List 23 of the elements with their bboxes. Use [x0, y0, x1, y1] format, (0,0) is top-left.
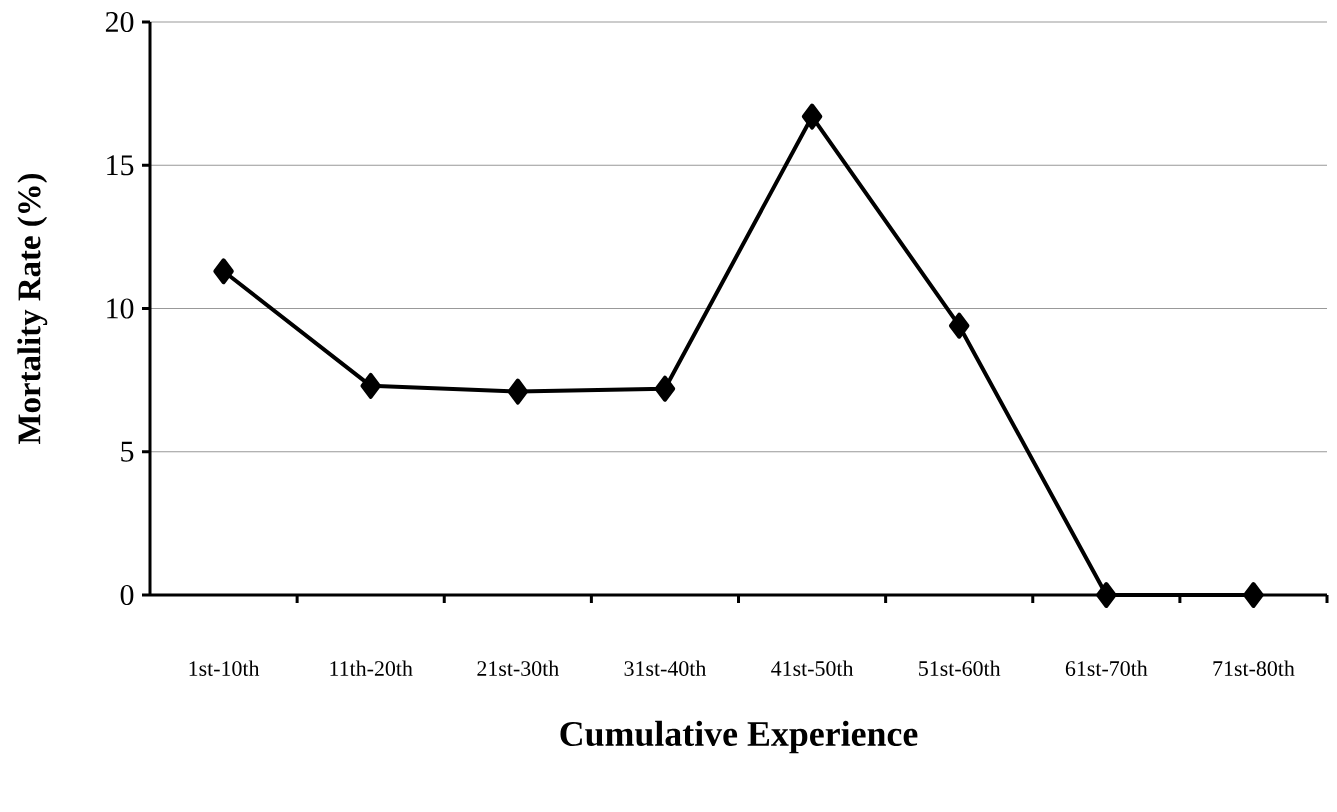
- y-tick-label: 0: [120, 584, 134, 606]
- point: [360, 372, 381, 399]
- y-tick-label: 15: [107, 155, 134, 176]
- point: [213, 258, 234, 285]
- point: [801, 103, 823, 130]
- x-tick-label: 21st-30th: [477, 660, 559, 676]
- y-tick-label: 20: [105, 11, 134, 33]
- point: [1096, 582, 1117, 608]
- x-tick-label: 31st-40th: [624, 660, 707, 676]
- x-tick-label: 61st-70th: [1065, 660, 1148, 676]
- x-tick-label: 71st-80th: [1213, 660, 1295, 676]
- x-tick-label: 11th-20th: [330, 660, 413, 676]
- point: [507, 378, 529, 405]
- y-axis-title: Mortality Rate (%): [17, 173, 48, 444]
- y-tick-label: 5: [121, 441, 134, 462]
- point: [654, 375, 676, 402]
- point: [948, 312, 970, 339]
- x-axis-title: Cumulative Experience: [560, 720, 918, 754]
- y-tick-label: 10: [107, 298, 134, 319]
- x-tick-label: 1st-10th: [189, 660, 260, 676]
- x-tick-label: 51st-60th: [919, 660, 1001, 676]
- x-tick-label: 41st-50th: [771, 660, 854, 676]
- point: [1243, 582, 1264, 608]
